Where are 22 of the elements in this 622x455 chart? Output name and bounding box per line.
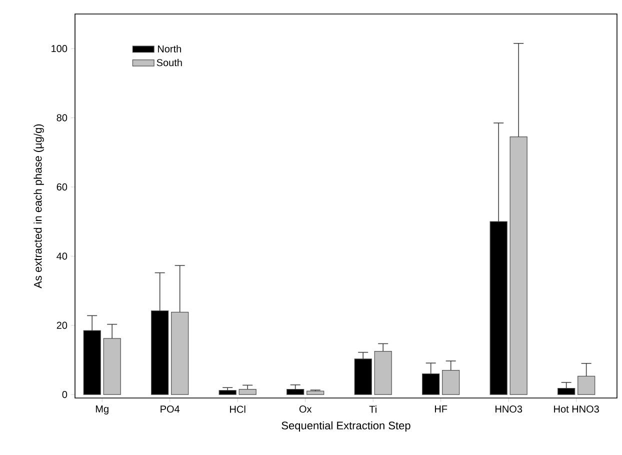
x-tick-label: HCl (230, 406, 246, 413)
x-tick-label: Ti (369, 406, 376, 413)
y-axis-title: As extracted in each phase (µg/g) (34, 124, 44, 288)
x-tick-label: PO4 (160, 406, 180, 413)
bar (286, 389, 304, 395)
y-tick-label: 20 (56, 322, 68, 329)
x-tick-label: Mg (96, 406, 108, 414)
bar (218, 390, 236, 395)
y-tick-label: 40 (56, 252, 68, 260)
y-tick-label: 100 (52, 45, 68, 52)
legend-label: North (158, 45, 181, 52)
y-tick-label: 0 (62, 390, 68, 398)
y-tick-label: 60 (56, 183, 68, 190)
x-tick-label: Hot HNO3 (554, 406, 599, 413)
bar (238, 389, 256, 395)
legend-label: South (156, 58, 182, 66)
y-tick-label: 80 (56, 114, 68, 122)
bar (306, 390, 324, 395)
x-axis-title: Sequential Extraction Step (282, 421, 410, 432)
x-tick-label: HNO3 (496, 406, 522, 413)
x-tick-label: Ox (299, 406, 312, 413)
x-tick-label: HF (434, 406, 448, 412)
